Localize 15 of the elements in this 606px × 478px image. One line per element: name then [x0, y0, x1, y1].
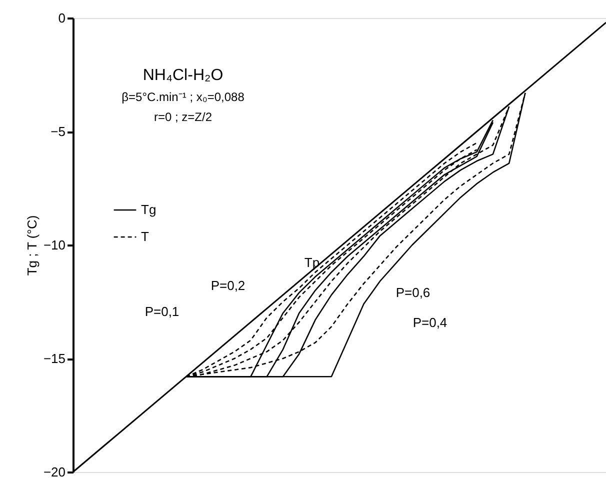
annotation: P=0,1 [144, 304, 180, 319]
y-tick-label: −15 [43, 351, 66, 366]
y-tick-label: −20 [43, 464, 66, 478]
annotation: P=0,4 [412, 315, 448, 330]
y-tick-label: −5 [50, 124, 66, 139]
y-tick-label: −10 [43, 238, 66, 252]
legend-label: Tg [141, 202, 156, 217]
annotation: P=0,6 [396, 285, 430, 300]
text: β=5°C.min⁻¹ ; x₀=0,088 [122, 90, 244, 104]
legend-label: T [141, 229, 149, 244]
annotation: P=0,2 [210, 278, 246, 293]
y-axis-title: Tg ; T (°C) [24, 215, 40, 276]
text: NH₄Cl-H₂O [142, 67, 224, 84]
text: r=0 ; z=Z/2 [154, 110, 212, 124]
y-tick-label: 0 [58, 10, 66, 26]
